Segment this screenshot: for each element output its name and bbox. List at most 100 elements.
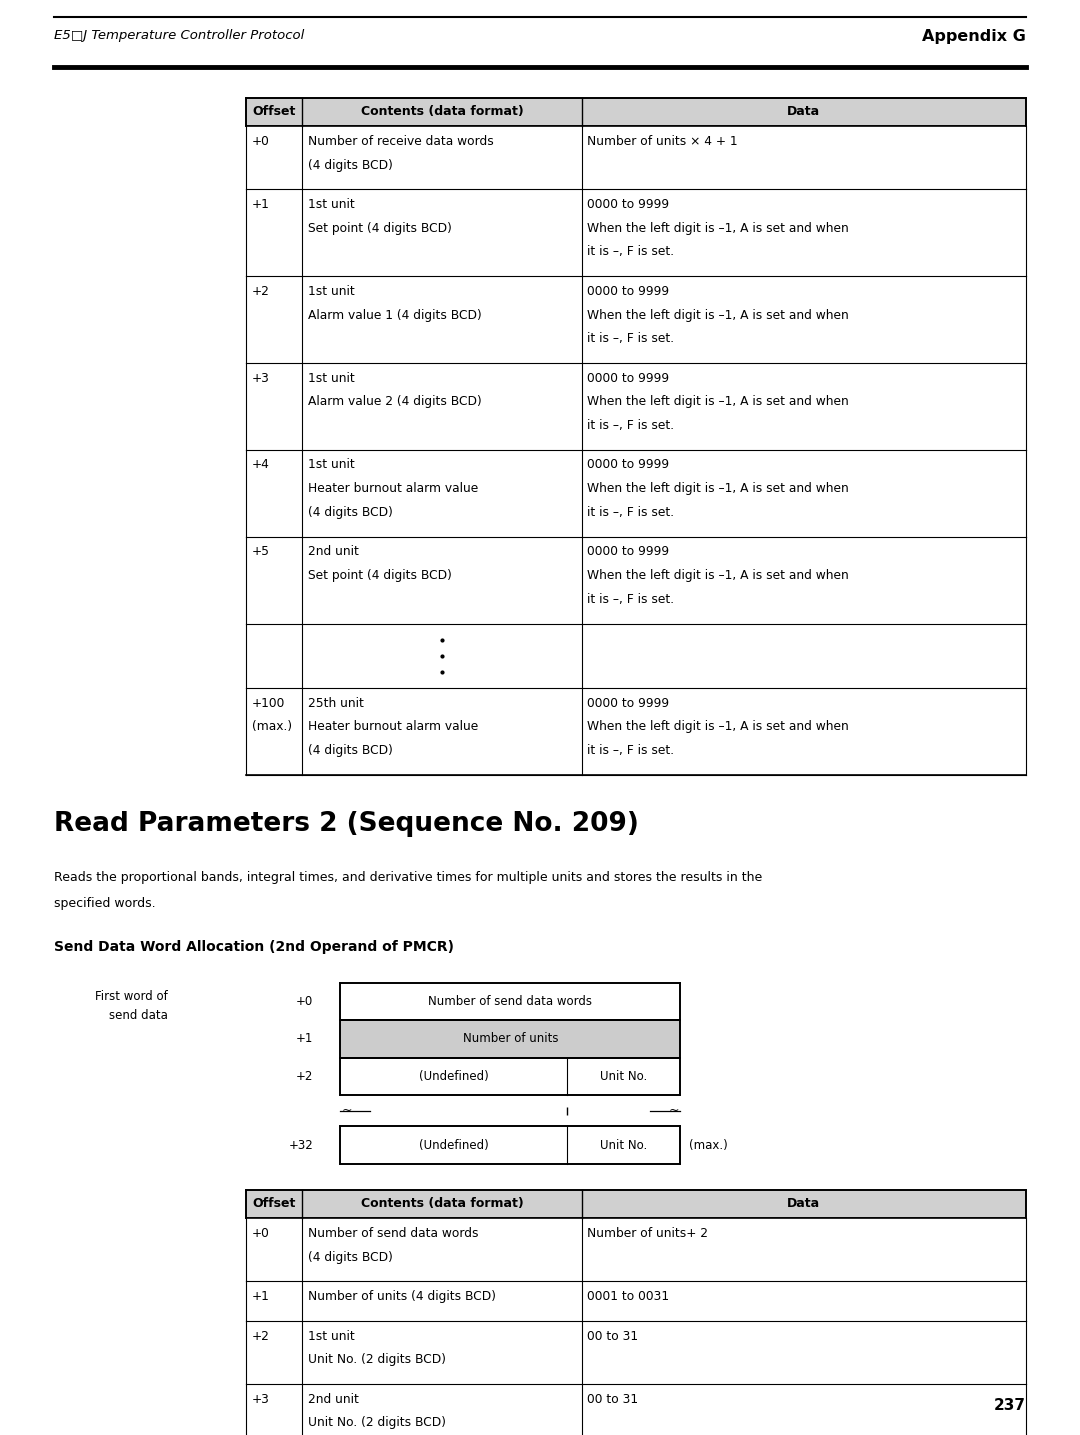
- Text: Unit No.: Unit No.: [600, 1069, 647, 1083]
- Text: Reads the proportional bands, integral times, and derivative times for multiple : Reads the proportional bands, integral t…: [54, 871, 762, 884]
- Text: +0: +0: [296, 994, 313, 1009]
- Bar: [246, 1322, 1026, 1385]
- Text: send data: send data: [108, 1009, 167, 1022]
- Text: 25th unit: 25th unit: [308, 697, 364, 710]
- Text: +3: +3: [252, 1393, 270, 1406]
- Bar: [246, 189, 1026, 276]
- Text: 0000 to 9999: 0000 to 9999: [586, 198, 670, 211]
- Text: (max.): (max.): [252, 720, 292, 733]
- Text: 1st unit: 1st unit: [308, 1330, 354, 1343]
- Text: When the left digit is –1, A is set and when: When the left digit is –1, A is set and …: [586, 482, 849, 495]
- Text: ~: ~: [341, 1104, 352, 1118]
- Text: Number of send data words: Number of send data words: [308, 1227, 478, 1240]
- Text: When the left digit is –1, A is set and when: When the left digit is –1, A is set and …: [586, 309, 849, 321]
- Text: 0000 to 9999: 0000 to 9999: [586, 459, 670, 472]
- Text: First word of: First word of: [95, 990, 167, 1003]
- Text: 1st unit: 1st unit: [308, 198, 354, 211]
- Text: +3: +3: [252, 372, 270, 385]
- Text: 1st unit: 1st unit: [308, 372, 354, 385]
- Bar: [246, 1190, 1026, 1218]
- Text: Send Data Word Allocation (2nd Operand of PMCR): Send Data Word Allocation (2nd Operand o…: [54, 940, 454, 954]
- Text: Alarm value 1 (4 digits BCD): Alarm value 1 (4 digits BCD): [308, 309, 482, 321]
- Bar: [246, 1218, 1026, 1281]
- Bar: [246, 1385, 1026, 1435]
- Text: (Undefined): (Undefined): [419, 1069, 488, 1083]
- Bar: [246, 98, 1026, 126]
- Text: Number of units: Number of units: [462, 1032, 558, 1046]
- Text: 0000 to 9999: 0000 to 9999: [586, 284, 670, 298]
- Text: 00 to 31: 00 to 31: [586, 1330, 638, 1343]
- Text: 0000 to 9999: 0000 to 9999: [586, 697, 670, 710]
- Text: +32: +32: [288, 1138, 313, 1152]
- Text: Unit No. (2 digits BCD): Unit No. (2 digits BCD): [308, 1416, 446, 1429]
- Text: +1: +1: [296, 1032, 313, 1046]
- Text: Contents (data format): Contents (data format): [361, 1197, 524, 1211]
- Bar: [246, 1281, 1026, 1322]
- Text: +4: +4: [252, 459, 270, 472]
- Text: 0000 to 9999: 0000 to 9999: [586, 372, 670, 385]
- Bar: [246, 537, 1026, 623]
- Text: E5□J Temperature Controller Protocol: E5□J Temperature Controller Protocol: [54, 29, 305, 42]
- Text: 00 to 31: 00 to 31: [586, 1393, 638, 1406]
- Text: +1: +1: [252, 198, 270, 211]
- Text: it is –, F is set.: it is –, F is set.: [586, 743, 674, 758]
- Text: 2nd unit: 2nd unit: [308, 545, 359, 558]
- Text: it is –, F is set.: it is –, F is set.: [586, 593, 674, 606]
- Text: it is –, F is set.: it is –, F is set.: [586, 507, 674, 519]
- Bar: [246, 689, 1026, 775]
- Bar: [246, 363, 1026, 451]
- Text: Data: Data: [787, 105, 821, 119]
- Text: (4 digits BCD): (4 digits BCD): [308, 743, 393, 758]
- Text: Set point (4 digits BCD): Set point (4 digits BCD): [308, 570, 451, 583]
- Text: Offset: Offset: [253, 1197, 296, 1211]
- Text: Appendix G: Appendix G: [922, 29, 1026, 43]
- Text: 1st unit: 1st unit: [308, 459, 354, 472]
- Text: Set point (4 digits BCD): Set point (4 digits BCD): [308, 222, 451, 235]
- Text: When the left digit is –1, A is set and when: When the left digit is –1, A is set and …: [586, 720, 849, 733]
- Text: Number of send data words: Number of send data words: [429, 994, 592, 1009]
- Text: it is –, F is set.: it is –, F is set.: [586, 419, 674, 432]
- Text: Heater burnout alarm value: Heater burnout alarm value: [308, 482, 478, 495]
- Text: Number of units × 4 + 1: Number of units × 4 + 1: [586, 135, 738, 148]
- Text: Unit No. (2 digits BCD): Unit No. (2 digits BCD): [308, 1353, 446, 1366]
- Text: Number of receive data words: Number of receive data words: [308, 135, 494, 148]
- Text: Alarm value 2 (4 digits BCD): Alarm value 2 (4 digits BCD): [308, 396, 482, 409]
- Text: (Undefined): (Undefined): [419, 1138, 488, 1152]
- Text: Number of units+ 2: Number of units+ 2: [586, 1227, 707, 1240]
- Text: +2: +2: [252, 1330, 270, 1343]
- Text: 237: 237: [994, 1399, 1026, 1413]
- Text: (max.): (max.): [689, 1138, 728, 1152]
- Bar: [340, 1126, 680, 1164]
- Text: Unit No.: Unit No.: [600, 1138, 647, 1152]
- Text: Contents (data format): Contents (data format): [361, 105, 524, 119]
- Text: When the left digit is –1, A is set and when: When the left digit is –1, A is set and …: [586, 222, 849, 235]
- Text: it is –, F is set.: it is –, F is set.: [586, 333, 674, 346]
- Text: Number of units (4 digits BCD): Number of units (4 digits BCD): [308, 1290, 496, 1303]
- Text: When the left digit is –1, A is set and when: When the left digit is –1, A is set and …: [586, 570, 849, 583]
- Text: ~: ~: [669, 1104, 679, 1118]
- Text: Read Parameters 2 (Sequence No. 209): Read Parameters 2 (Sequence No. 209): [54, 811, 639, 837]
- Text: Offset: Offset: [253, 105, 296, 119]
- Text: specified words.: specified words.: [54, 897, 156, 910]
- Text: +100: +100: [252, 697, 285, 710]
- Text: When the left digit is –1, A is set and when: When the left digit is –1, A is set and …: [586, 396, 849, 409]
- Bar: [340, 1058, 680, 1095]
- Text: +2: +2: [252, 284, 270, 298]
- Text: Data: Data: [787, 1197, 821, 1211]
- Text: 2nd unit: 2nd unit: [308, 1393, 359, 1406]
- Bar: [246, 277, 1026, 363]
- Bar: [246, 126, 1026, 189]
- Text: +0: +0: [252, 135, 270, 148]
- Text: (4 digits BCD): (4 digits BCD): [308, 507, 393, 519]
- Text: (4 digits BCD): (4 digits BCD): [308, 159, 393, 172]
- Text: 0000 to 9999: 0000 to 9999: [586, 545, 670, 558]
- Text: +0: +0: [252, 1227, 270, 1240]
- Bar: [246, 451, 1026, 537]
- Bar: [340, 1020, 680, 1058]
- Text: +2: +2: [296, 1069, 313, 1083]
- Text: (4 digits BCD): (4 digits BCD): [308, 1251, 393, 1264]
- Text: it is –, F is set.: it is –, F is set.: [586, 245, 674, 258]
- Text: Heater burnout alarm value: Heater burnout alarm value: [308, 720, 478, 733]
- Text: +5: +5: [252, 545, 270, 558]
- Text: 0001 to 0031: 0001 to 0031: [586, 1290, 670, 1303]
